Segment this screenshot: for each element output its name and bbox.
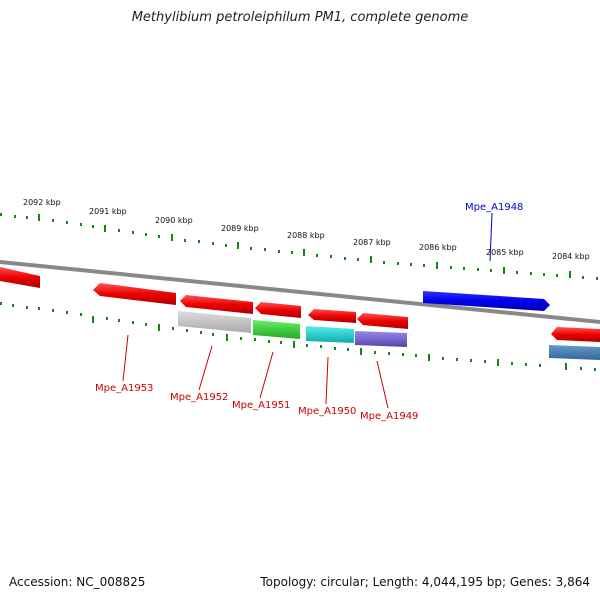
gene-block[interactable] bbox=[549, 345, 600, 360]
label-leaders bbox=[122, 212, 493, 409]
lower-tick-track bbox=[0, 302, 596, 371]
gene-label: Mpe_A1952 bbox=[170, 392, 228, 403]
tick-label: 2089 kbp bbox=[221, 224, 259, 233]
gene-arrow[interactable] bbox=[308, 309, 356, 323]
gene-blocks bbox=[178, 311, 600, 360]
tick-label: 2088 kbp bbox=[287, 231, 325, 240]
gene-label: Mpe_A1953 bbox=[95, 383, 153, 394]
gene-arrow[interactable] bbox=[357, 313, 408, 329]
gene-arrow[interactable] bbox=[180, 295, 253, 314]
map-title: Methylibium petroleiphilum PM1, complete… bbox=[131, 10, 469, 25]
gene-block[interactable] bbox=[355, 331, 407, 347]
topology-text: Topology: circular; Length: 4,044,195 bp… bbox=[260, 575, 590, 589]
gene-arrow[interactable] bbox=[551, 327, 600, 342]
forward-strand-genes bbox=[0, 267, 600, 342]
gene-label: Mpe_A1949 bbox=[360, 411, 418, 422]
genome-backbone bbox=[0, 260, 600, 324]
tick-label: 2085 kbp bbox=[486, 248, 524, 257]
gene-arrow[interactable] bbox=[93, 283, 176, 305]
tick-label: 2092 kbp bbox=[23, 198, 61, 207]
tick-label: 2086 kbp bbox=[419, 243, 457, 252]
tick-label: 2084 kbp bbox=[552, 252, 590, 261]
upper-tick-track bbox=[0, 213, 598, 280]
gene-label: Mpe_A1951 bbox=[232, 400, 290, 411]
gene-arrow[interactable] bbox=[255, 302, 301, 318]
gene-arrow[interactable] bbox=[0, 267, 40, 288]
gene-block[interactable] bbox=[178, 311, 251, 333]
gene-block[interactable] bbox=[253, 320, 300, 339]
tick-label: 2091 kbp bbox=[89, 207, 127, 216]
gene-label: Mpe_A1950 bbox=[298, 406, 356, 417]
gene-arrow-reverse[interactable] bbox=[423, 291, 550, 311]
gene-block[interactable] bbox=[306, 326, 354, 343]
tick-label: 2090 kbp bbox=[155, 216, 193, 225]
gene-labels: Mpe_A1948 Mpe_A1953 Mpe_A1952 Mpe_A1951 … bbox=[95, 202, 523, 422]
accession-text: Accession: NC_008825 bbox=[9, 575, 146, 589]
gene-label: Mpe_A1948 bbox=[465, 202, 523, 213]
tick-label: 2087 kbp bbox=[353, 238, 391, 247]
kbp-labels: 2092 kbp 2091 kbp 2090 kbp 2089 kbp 2088… bbox=[23, 198, 590, 261]
